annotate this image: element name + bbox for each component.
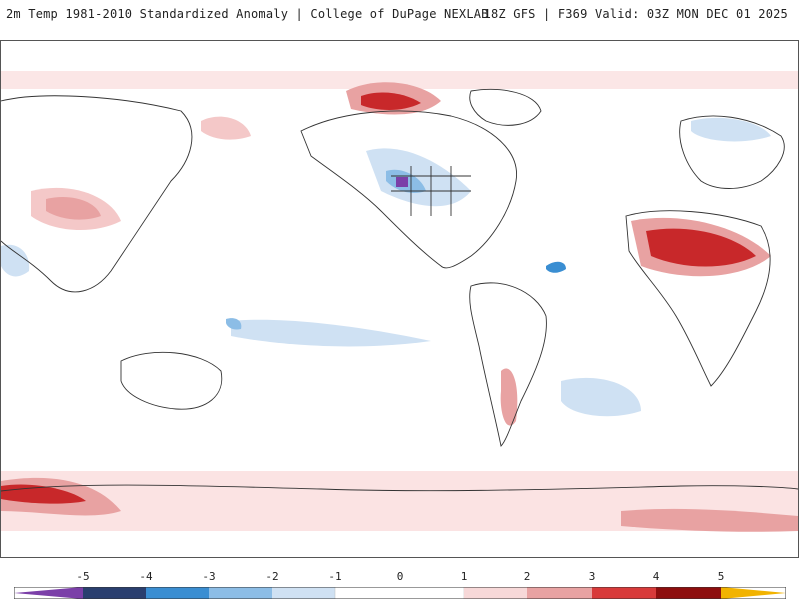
colorbar-outline (14, 587, 786, 599)
colorbar-label-1: 1 (460, 570, 468, 583)
map-title: 2m Temp 1981-2010 Standardized Anomaly |… (6, 7, 489, 21)
warm-anomaly-asia-2 (46, 196, 101, 220)
colorbar-segment-pos1-pos2 (464, 587, 527, 599)
antarctic-anomaly-2 (1, 484, 86, 504)
cold-anomaly-pacific (231, 319, 431, 347)
cold-anomaly-west (1, 244, 30, 277)
colorbar-label-5: 5 (717, 570, 725, 583)
colorbar-label-neg5: -5 (76, 570, 90, 583)
warm-anomaly-africa-2 (646, 228, 756, 267)
map-svg (1, 41, 798, 557)
colorbar-segment-pos4-pos5 (656, 587, 721, 599)
colorbar-label-neg3: -3 (202, 570, 216, 583)
warm-anomaly-nw-pacific (201, 116, 251, 140)
colorbar-segment-lt-neg5 (14, 587, 83, 599)
global-anomaly-map[interactable] (0, 40, 799, 558)
cold-anomaly-europe (691, 117, 771, 142)
colorbar-label-3: 3 (588, 570, 596, 583)
colorbar: -5 -4 -3 -2 -1 0 1 2 3 4 5 (0, 570, 800, 600)
colorbar-gradient (14, 587, 786, 599)
colorbar-segment-pos3-pos4 (592, 587, 656, 599)
colorbar-label-0: 0 (396, 570, 404, 583)
warm-anomaly-s-america (500, 368, 518, 426)
colorbar-segment-gt-pos5 (721, 587, 786, 599)
colorbar-label-neg1: -1 (328, 570, 342, 583)
antarctic-anomaly-3 (621, 508, 798, 532)
cold-anomaly-core (396, 177, 408, 187)
cold-anomaly-pacific-core (226, 318, 242, 330)
colorbar-label-2: 2 (523, 570, 531, 583)
cold-anomaly-atlantic (546, 261, 566, 273)
colorbar-label-neg2: -2 (265, 570, 279, 583)
colorbar-segment-neg5-neg4 (83, 587, 146, 599)
warm-anomaly-arctic-2 (361, 92, 421, 110)
colorbar-segment-neg2-neg1 (272, 587, 335, 599)
cold-anomaly-s-atlantic (561, 377, 641, 417)
colorbar-label-4: 4 (652, 570, 660, 583)
arctic-warm-band (1, 71, 798, 89)
colorbar-label-neg4: -4 (139, 570, 153, 583)
colorbar-segment-neutral (334, 587, 465, 599)
header: 2m Temp 1981-2010 Standardized Anomaly |… (0, 0, 800, 40)
run-info: 18Z GFS | F369 Valid: 03Z MON DEC 01 202… (483, 7, 788, 21)
colorbar-segment-neg4-neg3 (146, 587, 209, 599)
cold-anomaly-na-1 (366, 148, 471, 207)
colorbar-segment-pos2-pos3 (527, 587, 592, 599)
colorbar-segment-neg3-neg2 (209, 587, 272, 599)
coastlines (1, 88, 798, 492)
